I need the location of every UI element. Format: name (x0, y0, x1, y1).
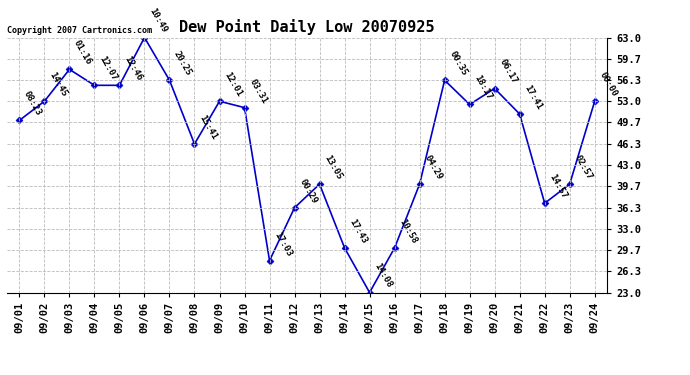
Text: 12:01: 12:01 (222, 71, 244, 99)
Text: 03:31: 03:31 (247, 77, 268, 105)
Title: Dew Point Daily Low 20070925: Dew Point Daily Low 20070925 (179, 19, 435, 35)
Text: 14:08: 14:08 (373, 262, 393, 290)
Text: 15:41: 15:41 (197, 113, 219, 141)
Text: 02:57: 02:57 (573, 154, 593, 182)
Text: 17:41: 17:41 (522, 84, 544, 111)
Text: Copyright 2007 Cartronics.com: Copyright 2007 Cartronics.com (7, 26, 152, 35)
Text: 00:35: 00:35 (447, 50, 469, 77)
Text: 10:49: 10:49 (147, 7, 168, 35)
Text: 00:29: 00:29 (297, 177, 319, 205)
Text: 08:23: 08:23 (22, 90, 43, 118)
Text: 17:43: 17:43 (347, 217, 368, 245)
Text: 06:17: 06:17 (497, 58, 519, 86)
Text: 20:25: 20:25 (172, 50, 193, 77)
Text: 17:03: 17:03 (273, 230, 293, 258)
Text: 10:58: 10:58 (397, 217, 419, 245)
Text: 13:05: 13:05 (322, 154, 344, 182)
Text: 12:07: 12:07 (97, 55, 119, 82)
Text: 00:00: 00:00 (598, 71, 619, 99)
Text: 01:16: 01:16 (72, 39, 93, 67)
Text: 14:45: 14:45 (47, 71, 68, 99)
Text: 12:46: 12:46 (122, 55, 144, 82)
Text: 04:29: 04:29 (422, 154, 444, 182)
Text: 14:57: 14:57 (547, 173, 569, 201)
Text: 18:17: 18:17 (473, 74, 493, 102)
